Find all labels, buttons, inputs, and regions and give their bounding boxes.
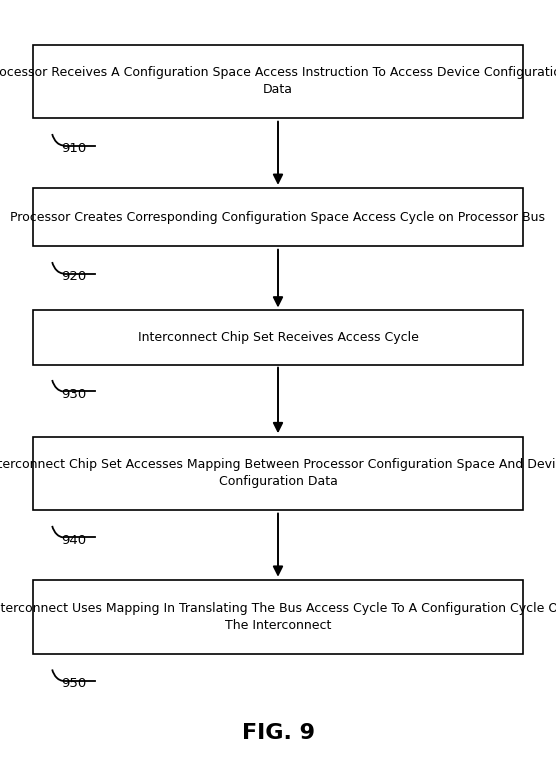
Text: Interconnect Chip Set Accesses Mapping Between Processor Configuration Space And: Interconnect Chip Set Accesses Mapping B… [0,459,556,488]
Text: Interconnect Uses Mapping In Translating The Bus Access Cycle To A Configuration: Interconnect Uses Mapping In Translating… [0,602,556,632]
Text: Processor Receives A Configuration Space Access Instruction To Access Device Con: Processor Receives A Configuration Space… [0,67,556,96]
Text: 950: 950 [61,677,86,690]
Text: FIG. 9: FIG. 9 [241,723,315,743]
Bar [33,436,523,511]
Text: 920: 920 [61,270,86,282]
Text: Processor Creates Corresponding Configuration Space Access Cycle on Processor Bu: Processor Creates Corresponding Configur… [11,211,545,223]
Text: Interconnect Chip Set Receives Access Cycle: Interconnect Chip Set Receives Access Cy… [137,331,419,344]
Bar [33,310,523,365]
Text: 930: 930 [61,388,86,400]
Bar [33,44,523,119]
Bar [33,580,523,653]
Text: 910: 910 [61,142,86,154]
Text: 940: 940 [61,534,86,546]
Bar [33,189,523,247]
